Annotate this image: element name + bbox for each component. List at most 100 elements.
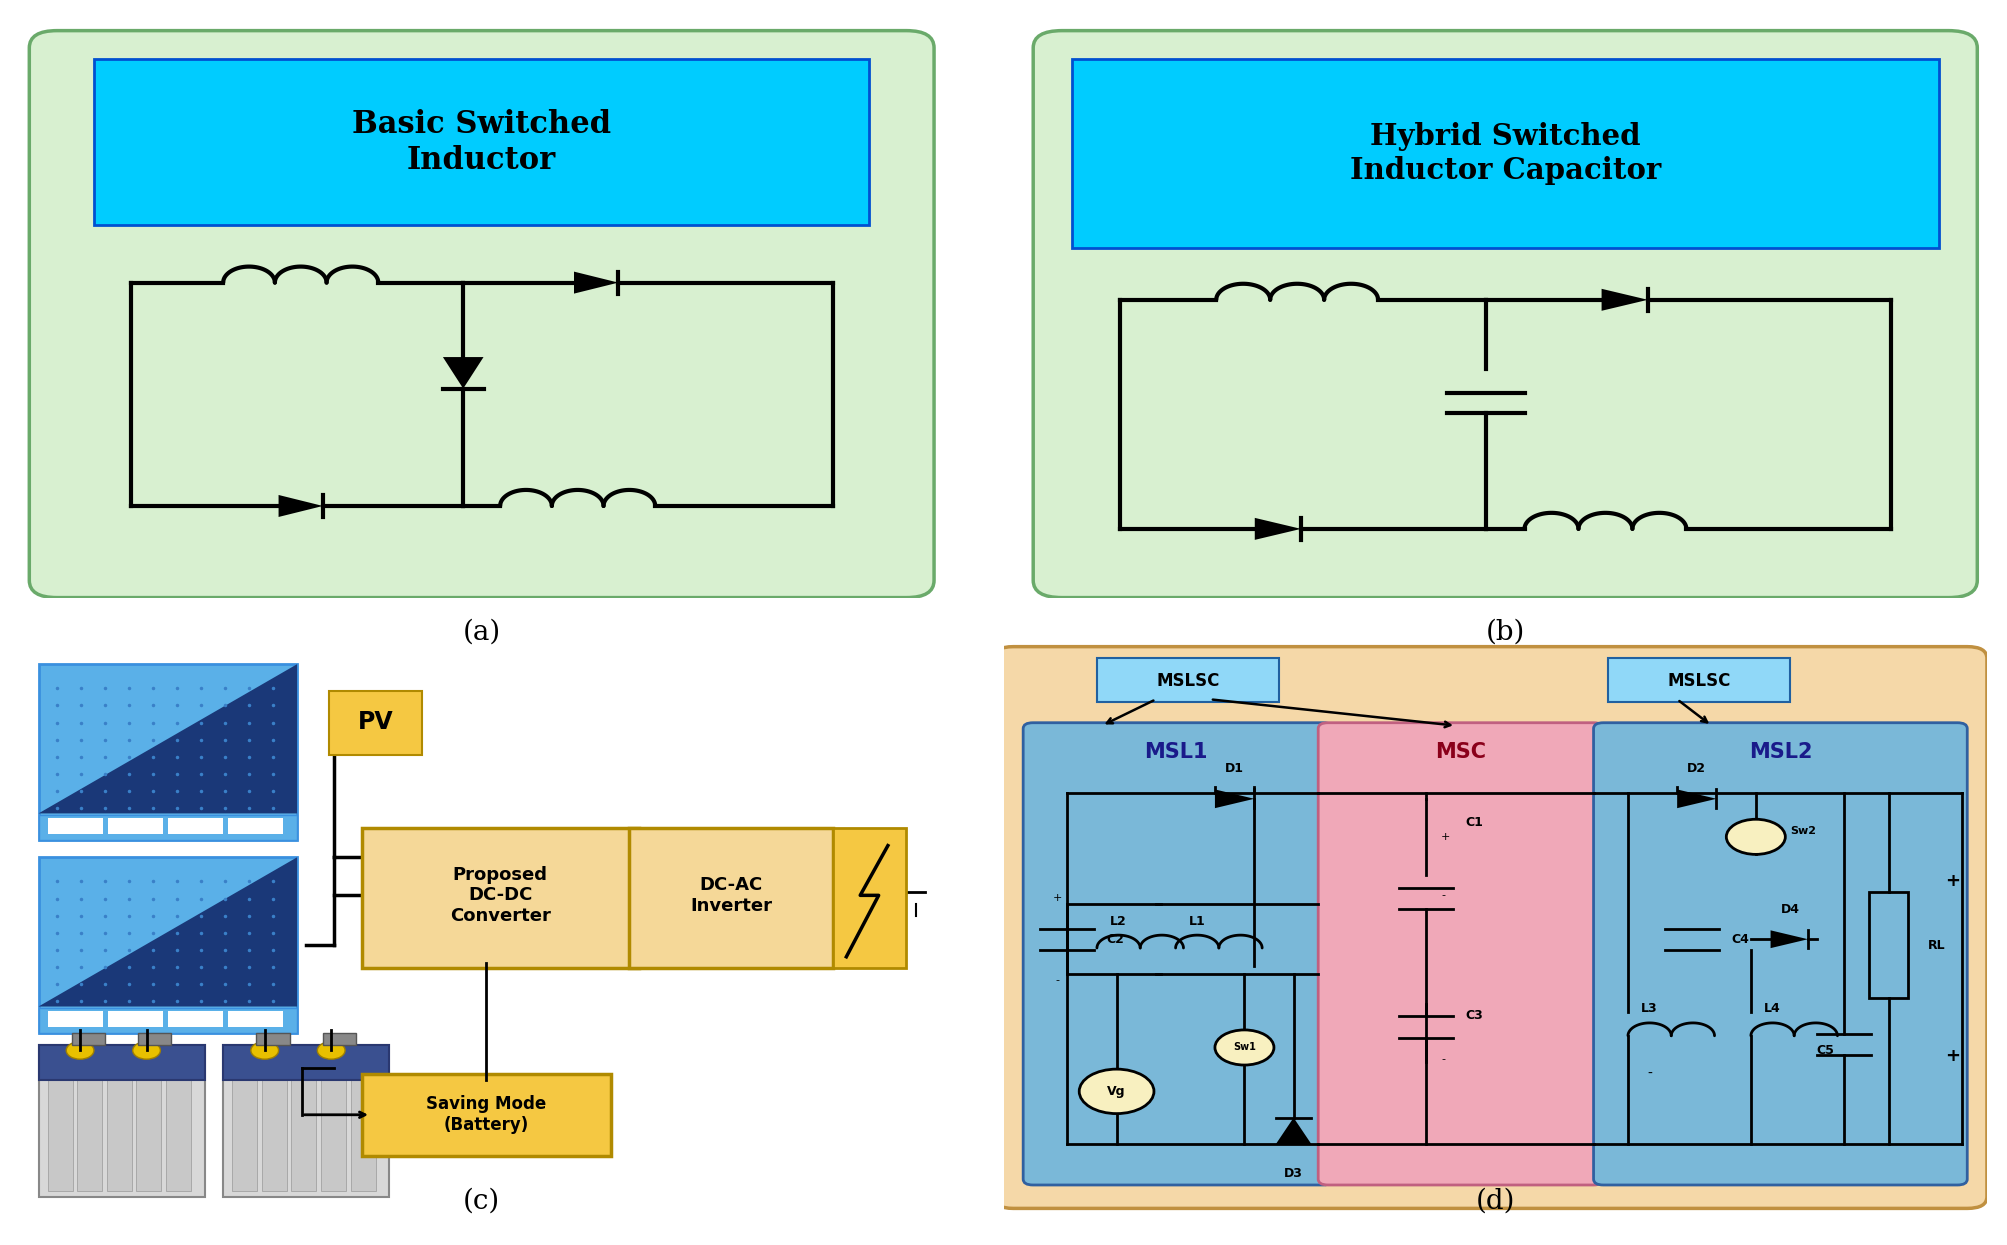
Text: MSL1: MSL1 xyxy=(1144,742,1208,762)
Text: D3: D3 xyxy=(1284,1168,1303,1180)
Text: Vg: Vg xyxy=(1108,1084,1126,1098)
Circle shape xyxy=(66,1042,94,1059)
Text: MSL2: MSL2 xyxy=(1748,742,1812,762)
FancyBboxPatch shape xyxy=(1608,659,1790,702)
Text: C2: C2 xyxy=(1106,933,1124,946)
Text: L2: L2 xyxy=(1110,915,1128,928)
Text: Sw1: Sw1 xyxy=(1232,1042,1256,1052)
Text: +: + xyxy=(1945,1047,1961,1066)
Bar xyxy=(138,1033,171,1045)
Polygon shape xyxy=(1678,789,1716,808)
Polygon shape xyxy=(279,496,323,517)
Bar xyxy=(108,818,163,834)
Text: RL: RL xyxy=(1929,939,1945,951)
Polygon shape xyxy=(1276,1118,1311,1144)
Bar xyxy=(48,1051,72,1190)
Bar xyxy=(167,1051,191,1190)
FancyBboxPatch shape xyxy=(1034,31,1977,598)
FancyBboxPatch shape xyxy=(1319,722,1604,1185)
Bar xyxy=(38,815,297,839)
Text: MSC: MSC xyxy=(1435,742,1487,762)
Text: +: + xyxy=(1054,893,1062,904)
Text: +: + xyxy=(1945,872,1961,890)
Polygon shape xyxy=(1602,289,1648,311)
Circle shape xyxy=(1080,1069,1154,1113)
Text: Basic Switched
Inductor: Basic Switched Inductor xyxy=(351,108,612,176)
Text: D4: D4 xyxy=(1780,903,1800,916)
Text: (a): (a) xyxy=(462,619,502,645)
Text: (b): (b) xyxy=(1485,619,1525,645)
Text: C3: C3 xyxy=(1465,1008,1483,1022)
Bar xyxy=(223,1045,389,1079)
Polygon shape xyxy=(38,665,297,813)
FancyBboxPatch shape xyxy=(1098,659,1278,702)
Text: (c): (c) xyxy=(464,1188,500,1214)
Text: L3: L3 xyxy=(1642,1002,1658,1016)
Bar xyxy=(48,1011,102,1027)
Text: -: - xyxy=(1441,1055,1445,1064)
Bar xyxy=(38,858,297,1033)
Bar xyxy=(48,818,102,834)
Text: +: + xyxy=(1441,832,1451,842)
Bar xyxy=(257,1033,289,1045)
Polygon shape xyxy=(1254,518,1301,540)
Text: Sw2: Sw2 xyxy=(1790,825,1816,835)
Text: C4: C4 xyxy=(1732,933,1750,946)
Bar xyxy=(223,1045,389,1196)
Text: (d): (d) xyxy=(1475,1188,1515,1214)
FancyBboxPatch shape xyxy=(329,691,421,754)
Text: C5: C5 xyxy=(1816,1043,1834,1057)
Polygon shape xyxy=(38,858,297,1006)
FancyBboxPatch shape xyxy=(1594,722,1967,1185)
FancyBboxPatch shape xyxy=(630,828,833,969)
Circle shape xyxy=(132,1042,161,1059)
Bar xyxy=(227,1011,283,1027)
Text: MSLSC: MSLSC xyxy=(1668,671,1730,690)
Text: Saving Mode
(Battery): Saving Mode (Battery) xyxy=(425,1096,546,1134)
FancyBboxPatch shape xyxy=(94,60,869,225)
Text: D2: D2 xyxy=(1688,762,1706,776)
Text: DC-AC
Inverter: DC-AC Inverter xyxy=(690,876,773,915)
Polygon shape xyxy=(444,357,484,388)
Bar xyxy=(108,1011,163,1027)
Polygon shape xyxy=(1770,930,1808,949)
Bar xyxy=(351,1051,375,1190)
FancyBboxPatch shape xyxy=(361,828,638,969)
Bar xyxy=(263,1051,287,1190)
Text: C1: C1 xyxy=(1465,815,1483,829)
Text: D1: D1 xyxy=(1224,762,1244,776)
FancyBboxPatch shape xyxy=(361,1073,610,1155)
Circle shape xyxy=(1214,1030,1274,1064)
Bar xyxy=(169,1011,223,1027)
Bar xyxy=(78,1051,102,1190)
Circle shape xyxy=(317,1042,345,1059)
FancyBboxPatch shape xyxy=(1024,722,1333,1185)
Bar xyxy=(72,1033,104,1045)
Polygon shape xyxy=(1214,789,1254,808)
Text: Hybrid Switched
Inductor Capacitor: Hybrid Switched Inductor Capacitor xyxy=(1349,122,1662,186)
FancyBboxPatch shape xyxy=(993,646,1987,1209)
Bar xyxy=(106,1051,132,1190)
Text: MSLSC: MSLSC xyxy=(1156,671,1220,690)
Bar xyxy=(136,1051,161,1190)
Bar xyxy=(233,1051,257,1190)
Text: -: - xyxy=(1441,890,1445,900)
Text: Proposed
DC-DC
Converter: Proposed DC-DC Converter xyxy=(450,865,550,925)
Bar xyxy=(38,1045,205,1079)
Text: -: - xyxy=(1648,1067,1652,1081)
Bar xyxy=(833,828,907,969)
Bar xyxy=(38,665,297,839)
Bar xyxy=(1869,893,1909,997)
Text: PV: PV xyxy=(357,710,393,733)
Bar xyxy=(38,1008,297,1033)
Polygon shape xyxy=(574,271,618,294)
Bar xyxy=(38,1045,205,1196)
Bar xyxy=(169,818,223,834)
Bar xyxy=(227,818,283,834)
Bar xyxy=(323,1033,355,1045)
Text: L1: L1 xyxy=(1188,915,1206,928)
Text: L4: L4 xyxy=(1764,1002,1780,1016)
Circle shape xyxy=(1726,819,1786,854)
FancyBboxPatch shape xyxy=(30,31,933,598)
Bar xyxy=(321,1051,345,1190)
